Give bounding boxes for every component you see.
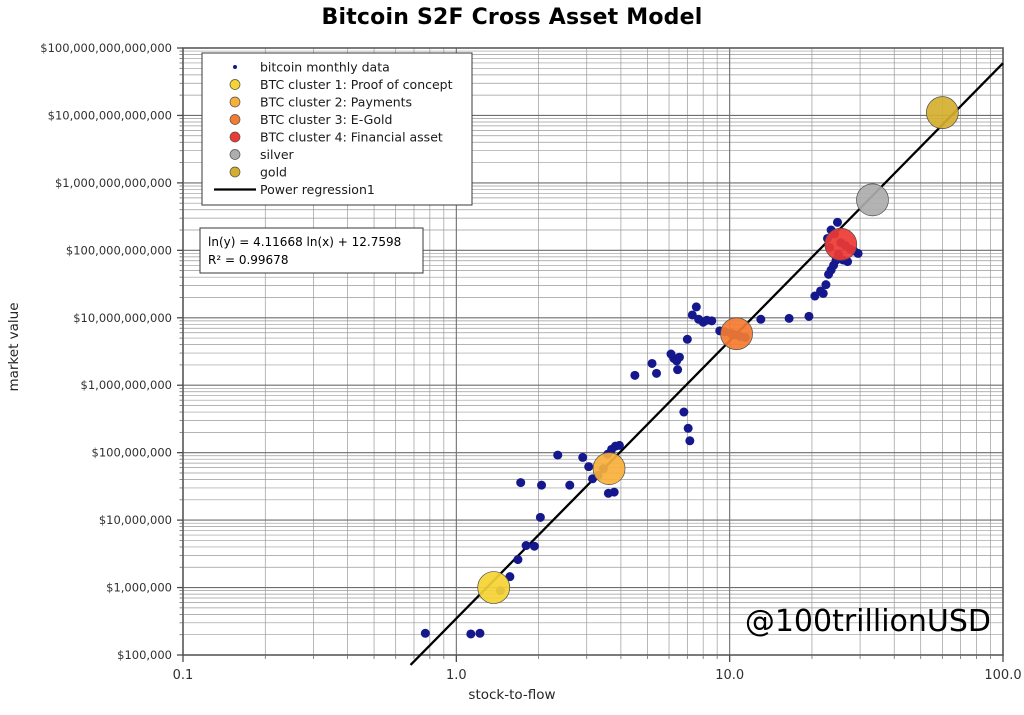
- page-title: Bitcoin S2F Cross Asset Model: [321, 5, 703, 30]
- data-point: [475, 628, 485, 638]
- data-point: [516, 478, 526, 488]
- data-point: [784, 313, 794, 323]
- legend-marker: [229, 131, 241, 143]
- data-point: [821, 280, 831, 290]
- regression-line: [409, 62, 1004, 666]
- data-point: [824, 227, 858, 261]
- legend-label[interactable]: BTC cluster 4: Financial asset: [260, 130, 443, 145]
- data-point: [609, 487, 619, 497]
- data-point: [856, 183, 889, 217]
- data-point: [537, 480, 547, 490]
- y-tick-label: $100,000,000,000: [66, 243, 172, 257]
- x-tick-label: 1.0: [446, 668, 467, 683]
- data-point: [614, 440, 624, 450]
- data-point: [707, 316, 717, 326]
- data-point: [477, 571, 511, 604]
- data-point: [679, 407, 689, 417]
- data-point: [673, 365, 683, 375]
- watermark-text: @100trillionUSD: [745, 604, 991, 639]
- equation-line-2: R² = 0.99678: [208, 253, 288, 267]
- y-tick-label: $10,000,000,000,000: [48, 108, 172, 122]
- legend-marker: [229, 114, 241, 125]
- y-tick-label: $1,000,000,000: [81, 378, 172, 392]
- series-1: [477, 571, 511, 604]
- y-tick-label: $1,000,000,000,000: [55, 176, 172, 190]
- legend-label-regression[interactable]: Power regression1: [260, 182, 375, 197]
- legend-label[interactable]: BTC cluster 3: E-Gold: [260, 112, 392, 127]
- x-axis-title: stock-to-flow: [468, 687, 556, 703]
- x-tick-label: 10.0: [715, 668, 744, 683]
- series-6: [926, 96, 959, 130]
- y-tick-label: $10,000,000: [99, 513, 172, 527]
- data-point: [466, 629, 476, 639]
- series-3: [720, 317, 753, 351]
- legend-label[interactable]: gold: [260, 165, 287, 180]
- data-point: [505, 572, 515, 582]
- chart-legend[interactable]: bitcoin monthly data BTC cluster 1: Proof…: [201, 52, 473, 206]
- legend-marker: [229, 149, 241, 160]
- y-tick-label: $100,000: [117, 648, 172, 662]
- data-point: [565, 480, 575, 490]
- data-point: [578, 452, 588, 462]
- data-point: [652, 368, 662, 378]
- series-2: [592, 452, 626, 485]
- data-point: [592, 452, 626, 485]
- data-point: [804, 311, 814, 321]
- data-point: [832, 217, 842, 227]
- legend-label[interactable]: BTC cluster 2: Payments: [260, 95, 412, 110]
- x-axis-ticks: 0.1 1.0 10.0 100.0: [173, 655, 1022, 683]
- data-point: [535, 512, 545, 522]
- legend-marker: [229, 96, 241, 108]
- data-point: [685, 436, 695, 446]
- grid-minor-lines: [183, 48, 1003, 655]
- legend-label[interactable]: silver: [260, 147, 295, 162]
- x-tick-label: 0.1: [173, 668, 194, 683]
- equation-line-1: ln(y) = 4.11668 ln(x) + 12.7598: [208, 235, 401, 249]
- y-tick-label: $10,000,000,000: [73, 311, 172, 325]
- series-4: [824, 227, 858, 261]
- data-point: [926, 96, 959, 130]
- data-point: [818, 288, 828, 298]
- watermark: @100trillionUSD: [745, 604, 991, 639]
- data-point: [691, 302, 701, 312]
- data-point: [682, 334, 692, 344]
- y-axis-title: market value: [6, 302, 22, 392]
- data-point: [756, 314, 766, 324]
- legend-marker: [233, 65, 237, 69]
- y-tick-label: $1,000,000: [106, 581, 172, 595]
- data-point: [674, 352, 684, 362]
- legend-label[interactable]: BTC cluster 1: Proof of concept: [260, 77, 453, 92]
- equation-annotation: ln(y) = 4.11668 ln(x) + 12.7598 R² = 0.99…: [199, 227, 424, 274]
- legend-marker: [229, 166, 241, 178]
- y-axis-ticks: $100,000 $1,000,000 $10,000,000 $100,000,00…: [40, 41, 183, 662]
- data-point: [420, 628, 430, 638]
- plot-border: [182, 47, 1004, 656]
- data-point: [853, 248, 863, 258]
- legend-marker: [229, 79, 241, 90]
- legend-label[interactable]: bitcoin monthly data: [260, 60, 390, 75]
- data-point: [630, 370, 640, 380]
- data-point: [584, 462, 594, 472]
- data-point: [553, 450, 563, 460]
- data-point: [647, 358, 657, 368]
- y-tick-label: $100,000,000,000,000: [40, 41, 172, 55]
- data-point: [687, 310, 697, 320]
- data-point: [513, 555, 523, 565]
- data-point: [521, 541, 531, 551]
- data-point: [529, 541, 539, 551]
- data-point: [683, 423, 693, 433]
- x-tick-label: 100.0: [984, 668, 1021, 683]
- series-5: [856, 183, 889, 217]
- data-points-layer: [420, 96, 959, 639]
- y-tick-label: $100,000,000: [92, 446, 172, 460]
- data-point: [720, 317, 753, 351]
